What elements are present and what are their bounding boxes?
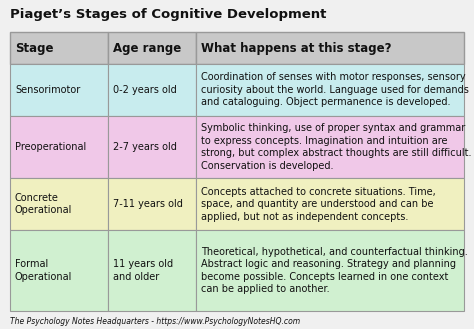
Text: Sensorimotor: Sensorimotor [15, 85, 80, 95]
Bar [10, 116, 108, 178]
Bar [196, 116, 464, 178]
Bar [196, 178, 464, 230]
Bar [108, 178, 196, 230]
Bar [196, 64, 464, 116]
Text: Age range: Age range [113, 41, 181, 55]
Text: 0-2 years old: 0-2 years old [113, 85, 176, 95]
Bar [108, 64, 196, 116]
Text: Preoperational: Preoperational [15, 142, 86, 152]
Bar [10, 178, 108, 230]
Text: What happens at this stage?: What happens at this stage? [201, 41, 392, 55]
Bar [10, 230, 108, 311]
Text: The Psychology Notes Headquarters - https://www.PsychologyNotesHQ.com: The Psychology Notes Headquarters - http… [10, 317, 300, 326]
Bar [108, 32, 196, 64]
Text: Formal
Operational: Formal Operational [15, 259, 73, 282]
Text: Coordination of senses with motor responses, sensory
curiosity about the world. : Coordination of senses with motor respon… [201, 72, 469, 107]
Bar [108, 116, 196, 178]
Text: 2-7 years old: 2-7 years old [113, 142, 176, 152]
Text: 11 years old
and older: 11 years old and older [113, 259, 173, 282]
Bar [108, 230, 196, 311]
Text: Symbolic thinking, use of proper syntax and grammar
to express concepts. Imagina: Symbolic thinking, use of proper syntax … [201, 123, 472, 171]
Text: Concrete
Operational: Concrete Operational [15, 193, 73, 215]
Bar [196, 230, 464, 311]
Text: 7-11 years old: 7-11 years old [113, 199, 182, 209]
Text: Concepts attached to concrete situations. Time,
space, and quantity are understo: Concepts attached to concrete situations… [201, 187, 436, 222]
Bar [10, 32, 108, 64]
Text: Stage: Stage [15, 41, 54, 55]
Bar [10, 64, 108, 116]
Text: Theoretical, hypothetical, and counterfactual thinking.
Abstract logic and reaso: Theoretical, hypothetical, and counterfa… [201, 247, 468, 294]
Text: Piaget’s Stages of Cognitive Development: Piaget’s Stages of Cognitive Development [10, 8, 327, 21]
Bar [196, 32, 464, 64]
